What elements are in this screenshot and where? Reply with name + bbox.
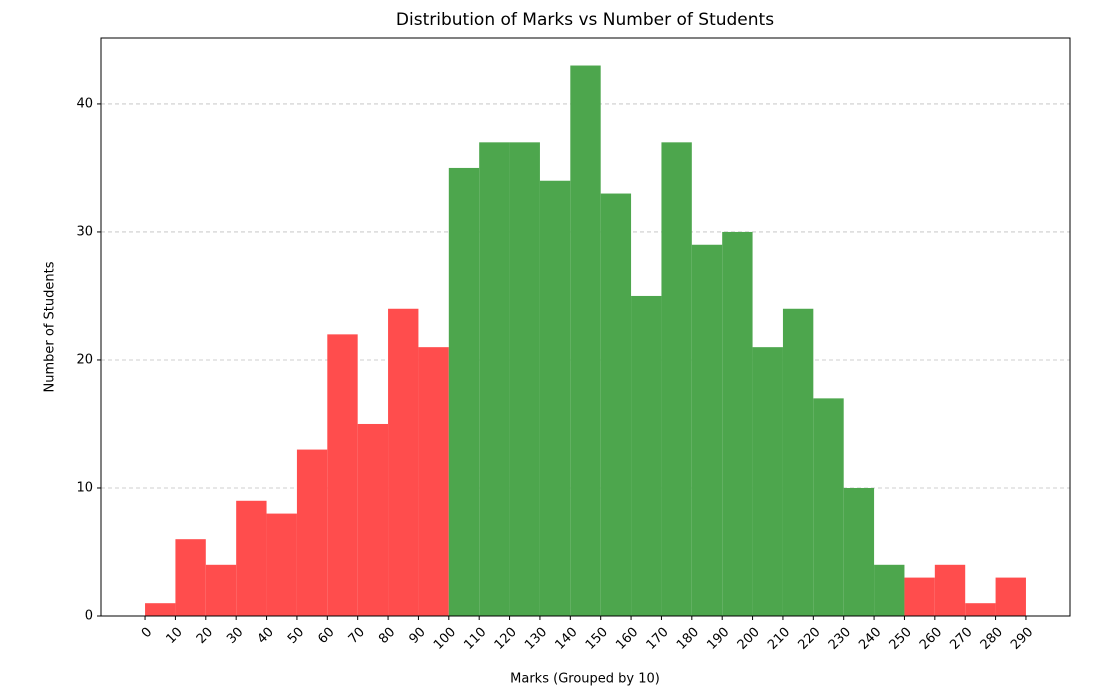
y-tick-label: 0 [85, 609, 93, 624]
bar [631, 295, 662, 616]
chart-title: Distribution of Marks vs Number of Stude… [396, 10, 774, 30]
x-tick-label: 200 [735, 625, 763, 653]
x-tick-label: 250 [887, 625, 915, 653]
bar [904, 577, 935, 616]
x-tick-label: 100 [431, 625, 459, 653]
bar [448, 167, 480, 616]
bar [813, 398, 844, 616]
bar [236, 500, 267, 616]
x-tick-label: 180 [674, 625, 702, 653]
bar [509, 142, 540, 616]
y-tick-label: 40 [76, 96, 93, 111]
bar [175, 539, 206, 616]
x-tick-label: 220 [795, 625, 823, 653]
bar [843, 487, 875, 616]
bar [722, 231, 753, 616]
x-tick-label: 230 [826, 625, 854, 653]
y-tick-label: 30 [76, 224, 93, 239]
x-tick-label: 160 [613, 625, 641, 653]
bar [874, 564, 905, 616]
bar [934, 564, 966, 616]
x-tick-label: 280 [978, 625, 1006, 653]
x-tick-label: 20 [194, 625, 216, 647]
x-tick-label: 40 [255, 625, 277, 647]
bar [266, 513, 297, 616]
bar [995, 577, 1026, 616]
x-tick-label: 30 [224, 625, 246, 647]
bar [752, 347, 783, 616]
x-tick-label: 240 [856, 625, 884, 653]
y-tick-label: 10 [76, 480, 93, 495]
x-tick-label: 0 [139, 625, 155, 641]
x-tick-label: 130 [522, 625, 550, 653]
bar [691, 244, 723, 617]
x-tick-label: 270 [947, 625, 975, 653]
x-tick-label: 150 [583, 625, 611, 653]
x-tick-label: 60 [315, 625, 337, 647]
bar [418, 347, 449, 616]
bar [570, 65, 601, 617]
y-tick-label: 20 [76, 352, 93, 367]
bar [327, 334, 358, 616]
x-tick-label: 190 [704, 625, 732, 653]
x-tick-label: 120 [492, 625, 520, 653]
x-tick-label: 90 [406, 625, 428, 647]
x-tick-label: 80 [376, 625, 398, 647]
x-tick-label: 140 [552, 625, 580, 653]
bar [479, 142, 510, 616]
bar [600, 193, 632, 616]
x-tick-label: 260 [917, 625, 945, 653]
x-tick-label: 110 [461, 625, 489, 653]
bar [296, 449, 328, 616]
bar [661, 142, 692, 616]
x-tick-label: 10 [163, 625, 185, 647]
y-axis-label: Number of Students [43, 261, 58, 392]
bar [357, 423, 389, 616]
x-tick-label: 290 [1008, 625, 1036, 653]
bar [782, 308, 814, 616]
x-tick-label: 170 [644, 625, 672, 653]
x-tick-label: 70 [346, 625, 368, 647]
bar [965, 603, 996, 616]
x-tick-label: 210 [765, 625, 793, 653]
plot-frame [100, 37, 1071, 617]
x-axis-label: Marks (Grouped by 10) [510, 672, 660, 687]
bar [205, 564, 237, 616]
bar [388, 308, 419, 616]
bar [539, 180, 571, 617]
x-tick-label: 50 [285, 625, 307, 647]
bar [145, 603, 176, 616]
